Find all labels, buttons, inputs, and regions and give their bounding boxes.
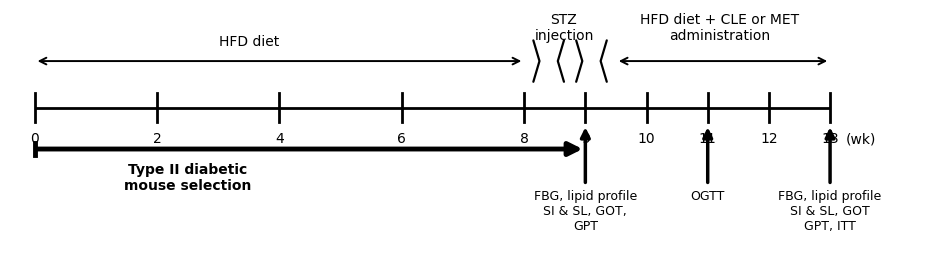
Text: 11: 11 <box>699 132 717 146</box>
Text: 4: 4 <box>275 132 284 146</box>
Text: Type II diabetic
mouse selection: Type II diabetic mouse selection <box>124 163 251 194</box>
Text: 2: 2 <box>153 132 161 146</box>
Text: 6: 6 <box>397 132 407 146</box>
Text: 13: 13 <box>821 132 839 146</box>
Text: 12: 12 <box>760 132 778 146</box>
Text: OGTT: OGTT <box>691 190 725 203</box>
Text: FBG, lipid profile
SI & SL, GOT
GPT, ITT: FBG, lipid profile SI & SL, GOT GPT, ITT <box>779 190 882 233</box>
Text: HFD diet: HFD diet <box>219 36 279 49</box>
Text: 9: 9 <box>581 132 590 146</box>
Text: (wk): (wk) <box>845 132 876 146</box>
Text: HFD diet + CLE or MET
administration: HFD diet + CLE or MET administration <box>641 13 799 43</box>
Text: FBG, lipid profile
SI & SL, GOT,
GPT: FBG, lipid profile SI & SL, GOT, GPT <box>533 190 637 233</box>
Text: 8: 8 <box>519 132 529 146</box>
Text: 10: 10 <box>638 132 656 146</box>
Text: 0: 0 <box>31 132 39 146</box>
Text: STZ
injection: STZ injection <box>534 13 594 43</box>
